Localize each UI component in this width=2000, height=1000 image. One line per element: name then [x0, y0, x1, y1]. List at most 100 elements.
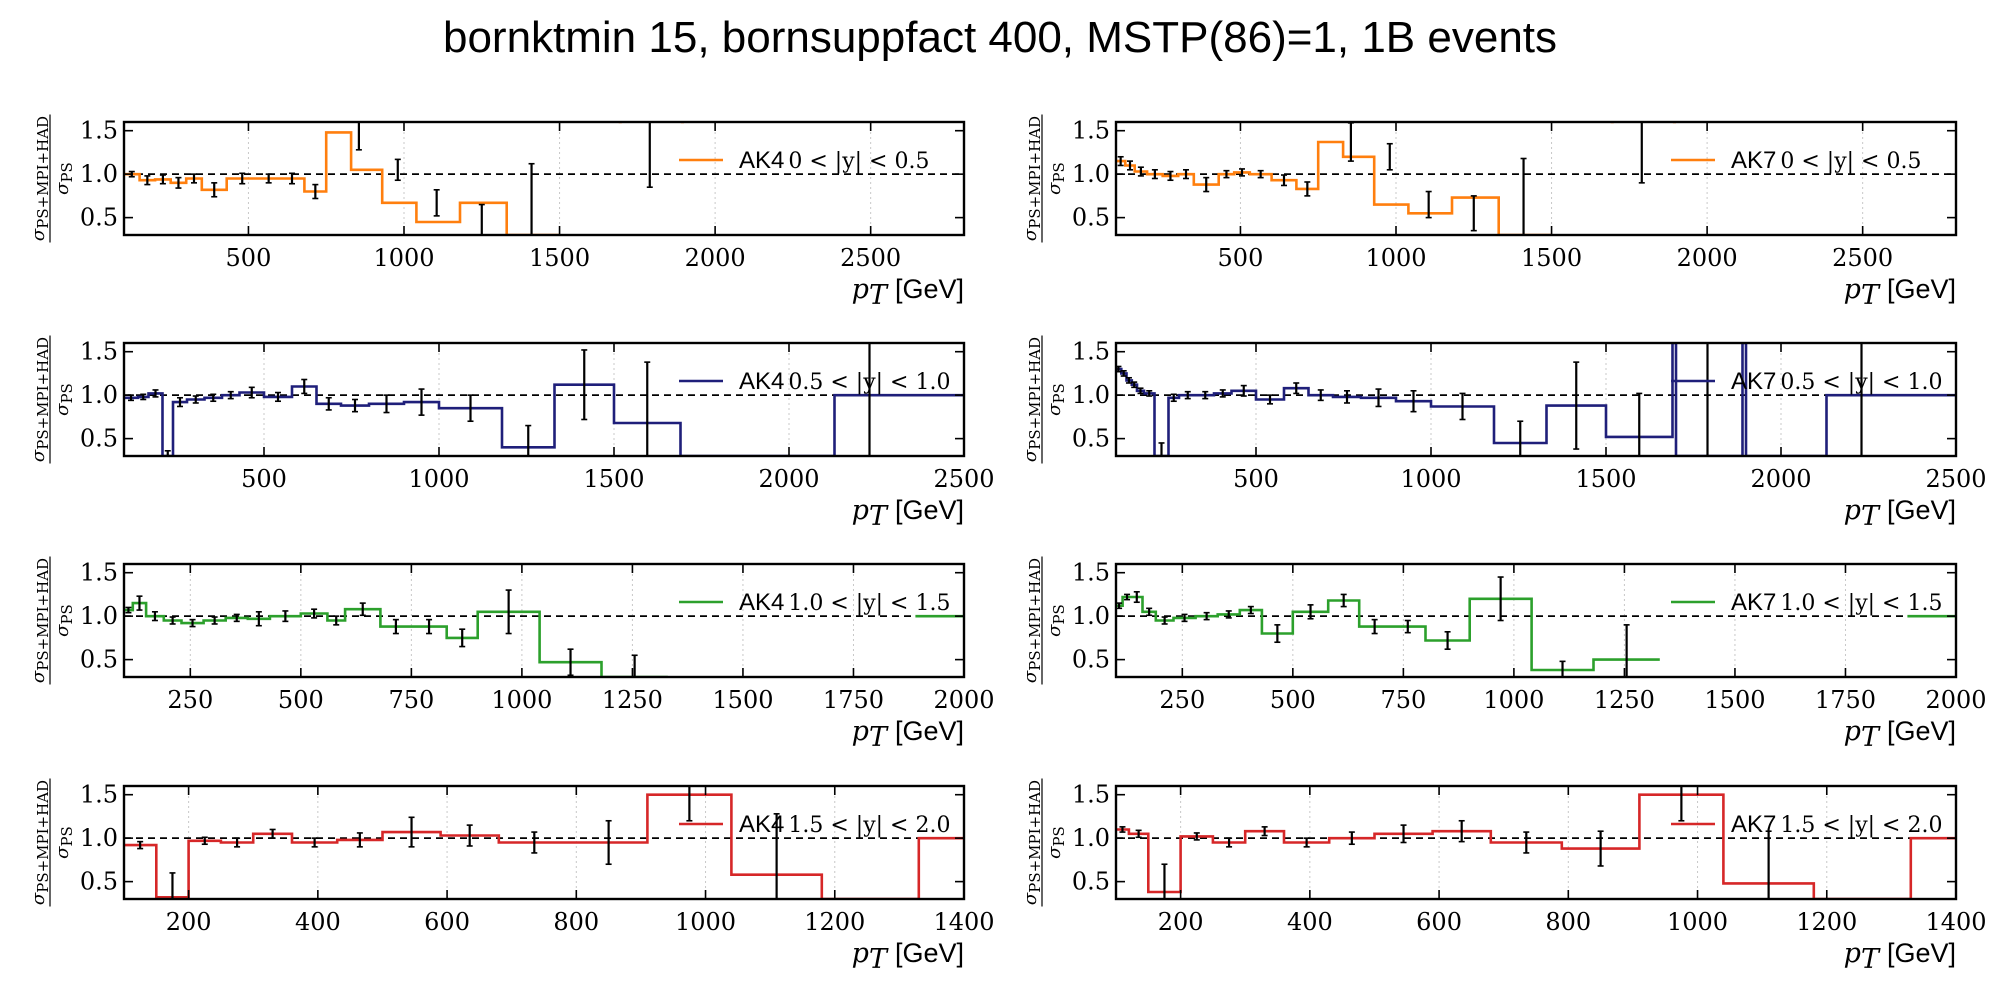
- y-tick-label: 0.5: [80, 425, 118, 453]
- y-axis-label-sigma: σ: [1020, 670, 1041, 683]
- figure-title: bornktmin 15, bornsuppfact 400, MSTP(86)…: [442, 13, 1558, 62]
- legend: AK4 0.5 < |y| < 1.0: [679, 368, 950, 395]
- x-axis-label-unit: [GeV]: [1887, 495, 1956, 525]
- legend-label: AK7 1.5 < |y| < 2.0: [1731, 811, 1942, 838]
- x-axis-label: pT [GeV]: [852, 274, 964, 311]
- x-tick-label: 800: [1545, 908, 1591, 936]
- axes-frame: [122, 562, 966, 679]
- x-axis-label-unit: [GeV]: [895, 274, 964, 304]
- axes-frame: [122, 784, 966, 901]
- x-tick-label: 2500: [1925, 465, 1986, 493]
- legend: AK4 1.5 < |y| < 2.0: [679, 811, 950, 838]
- x-axis-label-var: p: [852, 274, 869, 305]
- y-axis-label-denominator: σPS: [52, 604, 76, 637]
- axes-frame: [1114, 562, 1958, 679]
- x-tick-label: 500: [226, 244, 272, 272]
- x-tick-label: 1500: [1575, 465, 1636, 493]
- x-axis-label-sub: T: [1861, 501, 1881, 532]
- y-tick-label: 1.0: [1072, 602, 1110, 630]
- histogram-step-line: [124, 601, 964, 677]
- legend-jet-name: AK4: [739, 368, 784, 395]
- x-tick-label: 500: [241, 465, 287, 493]
- y-axis-label-sigma: σ: [1020, 228, 1041, 241]
- x-tick-label: 2500: [933, 465, 994, 493]
- y-tick-label: 1.5: [80, 338, 118, 366]
- legend-rapidity-range: 0.5 < |y| < 1.0: [1780, 370, 1942, 395]
- x-axis-label-var: p: [1844, 274, 1861, 305]
- legend: AK4 1.0 < |y| < 1.5: [679, 589, 950, 616]
- y-axis-label-sigma: σ: [52, 846, 73, 859]
- legend-rapidity-range: 0 < |y| < 0.5: [788, 149, 929, 174]
- y-tick-label: 1.5: [80, 559, 118, 587]
- legend-label: AK4 1.0 < |y| < 1.5: [739, 589, 950, 616]
- y-tick-label: 1.0: [80, 381, 118, 409]
- x-axis-label-sub: T: [869, 501, 889, 532]
- x-tick-label: 1000: [1400, 465, 1461, 493]
- y-axis-label-denominator: σPS: [1044, 826, 1068, 859]
- histogram-step-line: [1116, 793, 1956, 899]
- y-tick-label: 1.0: [80, 602, 118, 630]
- x-tick-label: 1200: [1796, 908, 1857, 936]
- x-tick-label: 750: [1380, 686, 1426, 714]
- y-axis-label-sigma: σ: [52, 624, 73, 637]
- legend-label: AK4 0.5 < |y| < 1.0: [739, 368, 950, 395]
- y-axis-label-denominator: σPS: [52, 162, 76, 195]
- plot-area: [124, 589, 964, 677]
- x-tick-label: 1500: [583, 465, 644, 493]
- x-tick-label: 1000: [408, 465, 469, 493]
- y-axis-label-denominator: σPS: [1044, 383, 1068, 416]
- x-axis-label-unit: [GeV]: [895, 716, 964, 746]
- plot-area: [1116, 576, 1956, 677]
- y-axis-label: σPS+MPI+HAD σPS: [28, 114, 76, 243]
- axes-frame: [1114, 341, 1958, 458]
- y-tick-label: 1.5: [80, 781, 118, 809]
- plot-area: [124, 122, 684, 235]
- x-axis-label-unit: [GeV]: [895, 495, 964, 525]
- legend-label: AK7 1.0 < |y| < 1.5: [1731, 589, 1942, 616]
- x-tick-label: 1400: [1925, 908, 1986, 936]
- legend: AK7 0 < |y| < 0.5: [1671, 147, 1921, 174]
- y-tick-label: 1.0: [80, 160, 118, 188]
- y-tick-label: 1.0: [1072, 160, 1110, 188]
- y-tick-label: 1.5: [1072, 338, 1110, 366]
- x-axis-label-var: p: [1844, 716, 1861, 747]
- y-tick-label: 1.5: [1072, 559, 1110, 587]
- y-axis-label: σPS+MPI+HAD σPS: [1020, 778, 1068, 907]
- x-tick-label: 600: [1416, 908, 1462, 936]
- x-tick-label: 1000: [373, 244, 434, 272]
- y-axis-label: σPS+MPI+HAD σPS: [1020, 335, 1068, 464]
- x-tick-label: 1000: [1667, 908, 1728, 936]
- x-axis-label: pT [GeV]: [852, 716, 964, 753]
- legend: AK7 1.0 < |y| < 1.5: [1671, 589, 1942, 616]
- x-tick-label: 200: [166, 908, 212, 936]
- x-axis-label-unit: [GeV]: [895, 938, 964, 968]
- y-tick-label: 0.5: [1072, 425, 1110, 453]
- y-axis-label-sigma: σ: [1044, 624, 1065, 637]
- y-axis-label-sub: PS: [58, 162, 76, 182]
- legend-rapidity-range: 0.5 < |y| < 1.0: [788, 370, 950, 395]
- y-tick-label: 1.5: [80, 117, 118, 145]
- y-axis-label-sub: PS+MPI+HAD: [34, 780, 52, 893]
- x-tick-label: 1400: [933, 908, 994, 936]
- y-axis-label-sub: PS+MPI+HAD: [34, 116, 52, 229]
- histogram-step-line: [1116, 122, 1676, 235]
- y-axis-label-sub: PS: [1050, 383, 1068, 403]
- x-tick-label: 200: [1158, 908, 1204, 936]
- x-tick-label: 400: [295, 908, 341, 936]
- y-axis-label-sub: PS+MPI+HAD: [1026, 558, 1044, 671]
- plot-area: [1116, 122, 1676, 235]
- x-tick-label: 250: [1159, 686, 1205, 714]
- x-tick-label: 1500: [1521, 244, 1582, 272]
- y-axis-label-sigma: σ: [1020, 449, 1041, 462]
- y-axis-label-sigma: σ: [28, 670, 49, 683]
- x-axis-label: pT [GeV]: [1844, 274, 1956, 311]
- y-axis-label-numerator: σPS+MPI+HAD: [1020, 337, 1044, 462]
- legend-label: AK4 1.5 < |y| < 2.0: [739, 811, 950, 838]
- y-axis-label-sigma: σ: [28, 449, 49, 462]
- plot-area: [124, 343, 964, 456]
